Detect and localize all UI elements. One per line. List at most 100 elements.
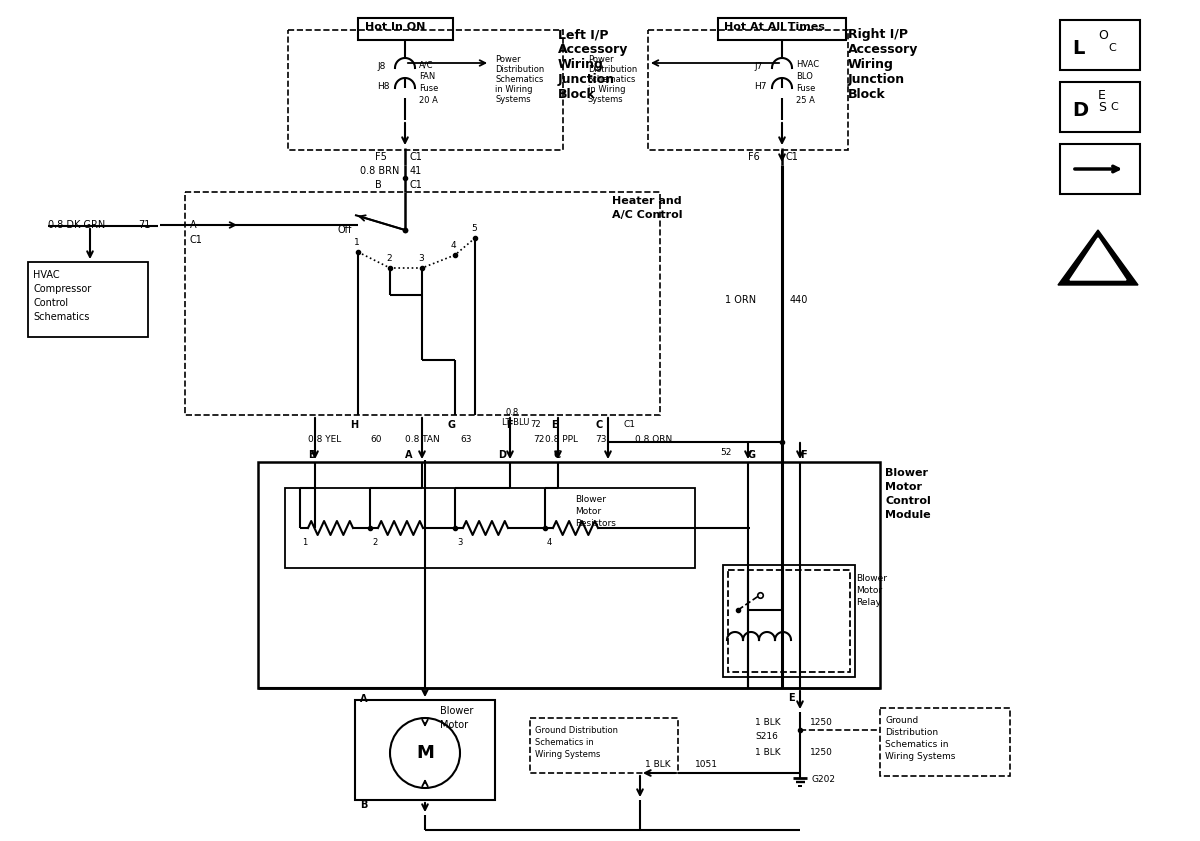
Text: 1250: 1250: [810, 748, 833, 757]
Bar: [286, 488, 695, 568]
Text: S: S: [1098, 101, 1106, 114]
Text: 72: 72: [533, 435, 545, 444]
Text: in Wiring: in Wiring: [496, 85, 533, 94]
Text: C: C: [553, 450, 560, 460]
Polygon shape: [1070, 238, 1126, 280]
Bar: [358, 18, 454, 40]
Text: Wiring: Wiring: [848, 58, 894, 71]
Text: A/C Control: A/C Control: [612, 210, 683, 220]
Text: 0.8: 0.8: [506, 408, 520, 417]
Text: D: D: [1072, 101, 1088, 119]
Text: Left I/P: Left I/P: [558, 28, 608, 41]
Text: 0.8 BRN: 0.8 BRN: [360, 166, 400, 176]
Text: F: F: [800, 450, 806, 460]
Polygon shape: [1058, 230, 1138, 285]
Text: C: C: [1110, 102, 1117, 112]
Text: B: B: [374, 180, 382, 190]
Text: Block: Block: [558, 88, 595, 101]
Text: HVAC: HVAC: [796, 60, 820, 69]
Text: J7: J7: [754, 62, 762, 71]
Text: Wiring: Wiring: [558, 58, 604, 71]
Text: 5: 5: [470, 224, 476, 233]
Text: C1: C1: [624, 420, 636, 429]
Text: Power: Power: [496, 55, 521, 64]
Text: Control: Control: [34, 298, 68, 308]
Text: in Wiring: in Wiring: [588, 85, 625, 94]
Text: G: G: [748, 450, 756, 460]
Text: H7: H7: [754, 82, 767, 91]
Text: HVAC: HVAC: [34, 270, 60, 280]
Bar: [880, 708, 1010, 776]
Text: Off: Off: [338, 225, 353, 235]
Text: H8: H8: [377, 82, 390, 91]
Text: 2: 2: [386, 254, 391, 263]
Bar: [530, 718, 678, 773]
Text: 1: 1: [302, 538, 307, 547]
Text: Junction: Junction: [848, 73, 905, 86]
Text: 25 A: 25 A: [796, 96, 815, 105]
Text: Wiring Systems: Wiring Systems: [535, 750, 600, 759]
Text: Systems: Systems: [588, 95, 624, 104]
Text: Power: Power: [588, 55, 613, 64]
Text: Blower: Blower: [856, 574, 887, 583]
Text: 41: 41: [410, 166, 422, 176]
Text: Right I/P: Right I/P: [848, 28, 908, 41]
Text: Control: Control: [886, 496, 931, 506]
Text: Blower: Blower: [575, 495, 606, 504]
Bar: [1060, 20, 1140, 70]
Bar: [722, 565, 854, 677]
Bar: [355, 700, 496, 800]
Text: Distribution: Distribution: [588, 65, 637, 74]
Text: 72: 72: [530, 420, 541, 429]
Text: F: F: [506, 420, 512, 430]
Text: 0.8 TAN: 0.8 TAN: [406, 435, 439, 444]
Text: G202: G202: [812, 775, 836, 784]
Text: C1: C1: [786, 152, 799, 162]
Text: A/C: A/C: [419, 60, 433, 69]
Text: B: B: [308, 450, 316, 460]
Text: A: A: [360, 694, 367, 704]
Bar: [288, 30, 563, 150]
Text: 1 ORN: 1 ORN: [725, 295, 756, 305]
Text: F5: F5: [374, 152, 386, 162]
Text: Module: Module: [886, 510, 931, 520]
Text: H: H: [350, 420, 358, 430]
Bar: [648, 30, 848, 150]
Text: 3: 3: [457, 538, 462, 547]
Text: !: !: [1096, 262, 1100, 274]
Text: S216: S216: [755, 732, 778, 741]
Text: 0.8 DK GRN: 0.8 DK GRN: [48, 220, 106, 230]
Text: 1: 1: [354, 238, 360, 247]
Text: Schematics: Schematics: [34, 312, 89, 322]
Text: Motor: Motor: [856, 586, 882, 595]
Text: B: B: [360, 800, 367, 810]
Text: Accessory: Accessory: [558, 43, 629, 56]
Text: Accessory: Accessory: [848, 43, 918, 56]
Text: Schematics in: Schematics in: [886, 740, 948, 749]
Text: Schematics in: Schematics in: [535, 738, 594, 747]
Text: LT BLU: LT BLU: [502, 418, 529, 427]
Text: 4: 4: [547, 538, 552, 547]
Text: 52: 52: [720, 448, 731, 457]
Text: 440: 440: [790, 295, 809, 305]
Text: 1 BLK: 1 BLK: [646, 760, 671, 769]
Bar: [28, 262, 148, 337]
Text: Motor: Motor: [440, 720, 468, 730]
Text: Fuse: Fuse: [796, 84, 815, 93]
Text: A: A: [406, 450, 413, 460]
Text: A: A: [190, 220, 197, 230]
Text: Junction: Junction: [558, 73, 616, 86]
Text: G: G: [446, 420, 455, 430]
Bar: [185, 192, 660, 415]
Text: Ground Distribution: Ground Distribution: [535, 726, 618, 735]
Text: 1051: 1051: [695, 760, 718, 769]
Text: 60: 60: [370, 435, 382, 444]
Text: L: L: [1072, 39, 1085, 57]
Bar: [728, 570, 850, 672]
Text: E: E: [551, 420, 558, 430]
Text: 20 A: 20 A: [419, 96, 438, 105]
Text: O: O: [1098, 29, 1108, 41]
Text: Hot At All Times: Hot At All Times: [724, 22, 824, 32]
Text: 63: 63: [460, 435, 472, 444]
Text: C: C: [596, 420, 604, 430]
